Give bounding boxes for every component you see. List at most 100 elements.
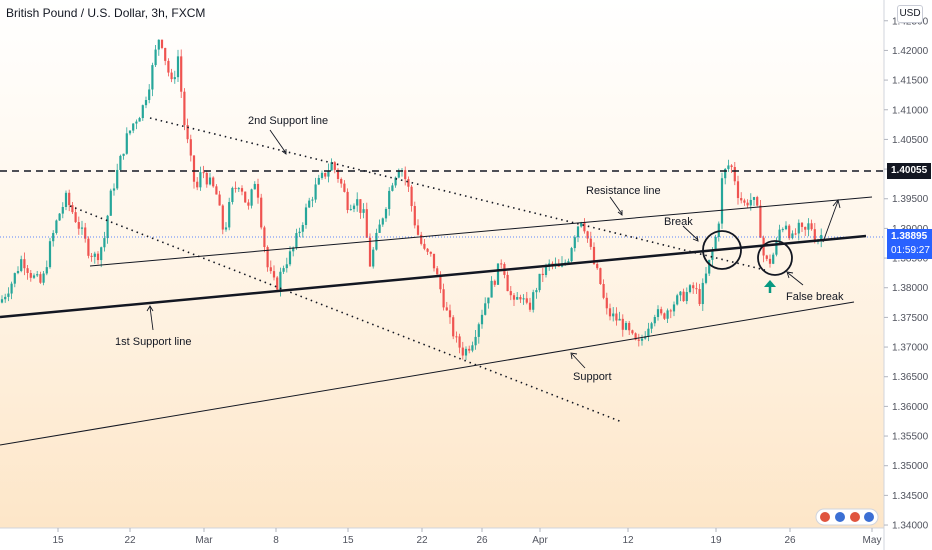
- candle: [356, 192, 359, 212]
- candle: [93, 251, 96, 264]
- candle: [615, 307, 618, 326]
- candle: [359, 199, 362, 219]
- channel-top-line[interactable]: [89, 196, 873, 267]
- candle: [384, 207, 388, 222]
- candle: [26, 265, 29, 280]
- candle: [474, 329, 477, 350]
- drawings: 2nd Support line Resistance line Break 1…: [0, 115, 884, 446]
- price-axis-background: [884, 0, 932, 550]
- time-tick-label: 22: [416, 535, 428, 546]
- candle: [276, 275, 279, 291]
- candle: [122, 153, 125, 160]
- price-tick-label: 1.35000: [892, 461, 929, 472]
- candle: [727, 159, 730, 172]
- candle: [106, 214, 109, 244]
- candle: [346, 188, 349, 214]
- candle: [496, 263, 500, 285]
- candle: [500, 259, 503, 269]
- candle: [804, 226, 807, 236]
- candle: [180, 49, 183, 99]
- candle: [669, 308, 672, 319]
- candle: [116, 163, 119, 191]
- candle: [647, 322, 650, 342]
- second-support-line[interactable]: [149, 117, 766, 271]
- annotation-support: Support: [573, 371, 612, 383]
- candle: [112, 183, 116, 196]
- candle: [426, 248, 429, 256]
- price-tick-label: 1.35500: [892, 432, 929, 443]
- currency-button[interactable]: USD: [897, 5, 923, 23]
- annotation-resistance: Resistance line: [586, 185, 661, 197]
- event-badges[interactable]: [815, 508, 879, 526]
- candle: [685, 287, 688, 305]
- annotation-2nd-support: 2nd Support line: [248, 115, 328, 127]
- candle: [228, 197, 231, 231]
- candle: [368, 233, 372, 267]
- candle: [212, 176, 215, 188]
- candle: [445, 301, 448, 311]
- candle: [240, 185, 244, 196]
- candle: [666, 308, 669, 323]
- current-price-value: 1.38895: [891, 231, 928, 242]
- candle: [720, 172, 724, 229]
- candle: [157, 39, 160, 56]
- candle: [618, 311, 621, 321]
- candle: [96, 251, 100, 265]
- candle: [68, 189, 71, 212]
- candle: [100, 246, 103, 268]
- candle: [820, 228, 823, 248]
- candle: [605, 292, 608, 315]
- candle: [538, 273, 541, 293]
- candle: [16, 266, 20, 275]
- time-tick-label: 15: [342, 535, 354, 546]
- candle: [586, 230, 589, 243]
- candle: [442, 283, 445, 311]
- candle: [516, 292, 519, 300]
- candle: [631, 329, 634, 335]
- candle: [253, 181, 256, 190]
- candle: [381, 217, 384, 227]
- candle: [704, 266, 708, 285]
- price-tick-label: 1.41500: [892, 76, 929, 87]
- candle: [320, 170, 324, 180]
- candle: [74, 206, 77, 223]
- candle: [452, 315, 455, 340]
- chart-background: [0, 0, 884, 528]
- price-tick-label: 1.38000: [892, 283, 929, 294]
- candle: [570, 246, 573, 263]
- candle: [23, 252, 26, 276]
- candle: [71, 201, 74, 215]
- candle: [183, 88, 186, 131]
- candle: [160, 39, 164, 50]
- candle: [663, 312, 666, 321]
- candle: [64, 190, 68, 211]
- candle: [429, 251, 432, 257]
- candle: [282, 265, 285, 275]
- candle: [695, 282, 698, 294]
- candle: [759, 199, 762, 238]
- candle: [29, 269, 32, 282]
- price-tick-label: 1.34000: [892, 521, 929, 532]
- candle: [20, 255, 23, 273]
- first-support-line[interactable]: [0, 234, 867, 319]
- price-tick-label: 1.37500: [892, 313, 929, 324]
- candle: [221, 204, 224, 235]
- channel-bottom-line[interactable]: [0, 301, 855, 446]
- candle: [791, 230, 794, 240]
- candle: [372, 247, 375, 269]
- arrow-break: [682, 225, 699, 242]
- candle: [404, 166, 407, 186]
- candle: [256, 178, 260, 204]
- candle: [205, 170, 208, 188]
- time-tick-label: 26: [476, 535, 488, 546]
- candle: [349, 204, 352, 211]
- candle: [688, 284, 692, 294]
- time-tick-label: 12: [622, 535, 634, 546]
- annotation-1st-support: 1st Support line: [115, 336, 191, 348]
- candle: [202, 165, 205, 179]
- candle: [192, 155, 196, 189]
- candle: [650, 321, 653, 334]
- candle: [199, 166, 202, 191]
- candle: [532, 289, 535, 313]
